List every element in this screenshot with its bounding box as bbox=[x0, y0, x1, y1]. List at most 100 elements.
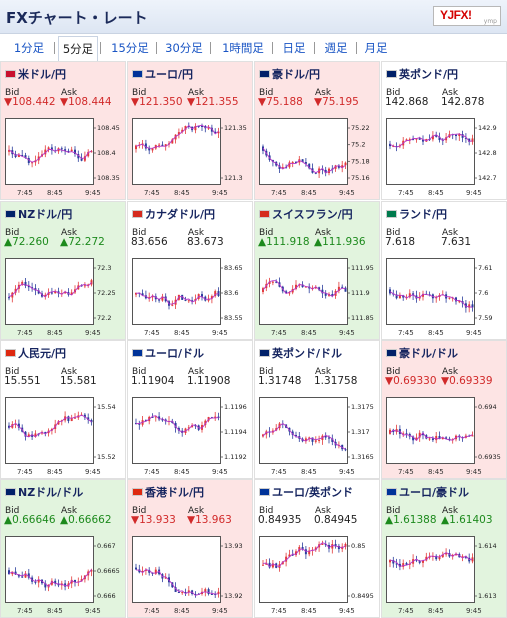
x-axis-time-label: 8:45 bbox=[47, 189, 63, 197]
tab-3[interactable]: 30分足 bbox=[165, 41, 203, 55]
x-axis-time-label: 7:45 bbox=[398, 468, 414, 476]
candle-body bbox=[389, 560, 391, 563]
y-axis-tick-label: 121.35 bbox=[224, 124, 247, 132]
candle-body bbox=[67, 150, 70, 152]
mini-chart[interactable]: 15.54 15.52 bbox=[5, 397, 123, 467]
candle-body bbox=[210, 593, 213, 595]
mini-chart[interactable]: 108.45 108.4 108.35 bbox=[5, 118, 123, 188]
currency-pair-card[interactable]: 英ポンド/円 Bid Ask 142.868 142.878 142.9 142.8 142.… bbox=[381, 61, 507, 200]
pair-name[interactable]: ユーロ/円 bbox=[132, 66, 193, 82]
candle-body bbox=[90, 419, 93, 423]
chart-plot-area bbox=[132, 118, 221, 185]
candle-body bbox=[74, 579, 76, 583]
pair-name[interactable]: 豪ドル/円 bbox=[259, 66, 320, 82]
currency-pair-card[interactable]: 香港ドル/円 Bid Ask ▼13.933 ▼13.963 13.93 13.92 7:45… bbox=[127, 479, 253, 618]
pair-name[interactable]: カナダドル/円 bbox=[132, 206, 215, 222]
flag-icon bbox=[5, 349, 16, 357]
pair-name[interactable]: スイスフラン/円 bbox=[259, 206, 353, 222]
pair-name[interactable]: 英ポンド/ドル bbox=[259, 345, 342, 361]
flag-icon bbox=[386, 349, 397, 357]
currency-pair-card[interactable]: カナダドル/円 Bid Ask 83.656 83.673 83.65 83.6 83.55 7… bbox=[127, 201, 253, 340]
candle-body bbox=[314, 287, 317, 289]
pair-name[interactable]: NZドル/円 bbox=[5, 206, 72, 222]
pair-name[interactable]: 米ドル/円 bbox=[5, 66, 66, 82]
currency-pair-card[interactable]: ランド/円 Bid Ask 7.618 7.631 7.61 7.6 7.59 7:45 8:45… bbox=[381, 201, 507, 340]
pair-name[interactable]: ユーロ/英ポンド bbox=[259, 484, 353, 500]
candle-body bbox=[337, 545, 340, 550]
tab-6[interactable]: 週足 bbox=[324, 41, 348, 55]
mini-chart[interactable]: 7.61 7.6 7.59 bbox=[386, 258, 504, 328]
currency-pair-card[interactable]: 豪ドル/円 Bid Ask ▼75.188 ▼75.195 75.22 75.2 75.18 7… bbox=[254, 61, 380, 200]
currency-pair-card[interactable]: NZドル/ドル Bid Ask ▲0.66646 ▲0.66662 0.667 0.6665… bbox=[0, 479, 126, 618]
pair-name-text: 米ドル/円 bbox=[18, 68, 67, 81]
y-axis-tick-label: 108.45 bbox=[97, 124, 120, 132]
pair-name[interactable]: 英ポンド/円 bbox=[386, 66, 458, 82]
mini-chart[interactable]: 1.3175 1.317 1.3165 bbox=[259, 397, 377, 467]
tab-0[interactable]: 1分足 bbox=[13, 41, 45, 55]
bid-label: Bid bbox=[5, 367, 20, 377]
candle-body bbox=[389, 143, 391, 147]
currency-pair-card[interactable]: 人民元/円 Bid Ask 15.551 15.581 15.54 15.52 7:45 8:4… bbox=[0, 340, 126, 479]
x-axis-time-label: 7:45 bbox=[398, 607, 414, 615]
mini-chart[interactable]: 0.667 0.6665 0.666 bbox=[5, 536, 123, 606]
pair-name[interactable]: 香港ドル/円 bbox=[132, 484, 204, 500]
candle-body bbox=[291, 554, 294, 556]
candle-body bbox=[308, 550, 311, 555]
bid-value: 1.31748 bbox=[258, 375, 302, 387]
mini-chart[interactable]: 0.694 0.6935 bbox=[386, 397, 504, 467]
currency-pair-card[interactable]: 米ドル/円 Bid Ask ▼108.442 ▼108.444 108.45 108.4 10… bbox=[0, 61, 126, 200]
x-axis-time-label: 9:45 bbox=[339, 468, 355, 476]
y-axis-tick-label: 0.667 bbox=[97, 542, 116, 550]
currency-pair-card[interactable]: スイスフラン/円 Bid Ask ▲111.918 ▲111.936 111.95 111.… bbox=[254, 201, 380, 340]
currency-pair-card[interactable]: ユーロ/ドル Bid Ask 1.11904 1.11908 1.1196 1.1194 1.… bbox=[127, 340, 253, 479]
pair-name[interactable]: ユーロ/豪ドル bbox=[386, 484, 469, 500]
mini-chart[interactable]: 0.85 0.8495 bbox=[259, 536, 377, 606]
pair-name[interactable]: 人民元/円 bbox=[5, 345, 66, 361]
tab-2[interactable]: 15分足 bbox=[111, 41, 149, 55]
mini-chart[interactable]: 83.65 83.6 83.55 bbox=[132, 258, 250, 328]
x-axis-time-label: 9:45 bbox=[466, 329, 482, 337]
mini-chart[interactable]: 142.9 142.8 142.7 bbox=[386, 118, 504, 188]
candle-body bbox=[21, 155, 24, 157]
candle-body bbox=[468, 138, 471, 142]
ask-value: ▼0.69339 bbox=[441, 375, 493, 387]
candle-body bbox=[34, 288, 37, 291]
pair-name[interactable]: NZドル/ドル bbox=[5, 484, 83, 500]
candle-body bbox=[395, 563, 398, 565]
pair-name[interactable]: ユーロ/ドル bbox=[132, 345, 204, 361]
tab-4[interactable]: 1時間足 bbox=[222, 41, 264, 55]
mini-chart[interactable]: 72.3 72.25 72.2 bbox=[5, 258, 123, 328]
y-axis-tick-label: 111.95 bbox=[351, 264, 374, 272]
ask-label: Ask bbox=[61, 367, 78, 377]
tab-5[interactable]: 日足 bbox=[282, 41, 306, 55]
ask-value: ▲72.272 bbox=[60, 236, 105, 248]
currency-pair-card[interactable]: 豪ドル/ドル Bid Ask ▼0.69330 ▼0.69339 0.694 0.6935 7… bbox=[381, 340, 507, 479]
currency-pair-card[interactable]: ユーロ/英ポンド Bid Ask 0.84935 0.84945 0.85 0.8495 7:… bbox=[254, 479, 380, 618]
mini-chart[interactable]: 13.93 13.92 bbox=[132, 536, 250, 606]
mini-chart[interactable]: 121.35 121.3 bbox=[132, 118, 250, 188]
mini-chart[interactable]: 111.95 111.9 111.85 bbox=[259, 258, 377, 328]
currency-pair-card[interactable]: ユーロ/豪ドル Bid Ask ▲1.61388 ▲1.61403 1.614 1.613 7… bbox=[381, 479, 507, 618]
currency-pair-card[interactable]: 英ポンド/ドル Bid Ask 1.31748 1.31758 1.3175 1.317 1.… bbox=[254, 340, 380, 479]
moving-average-line bbox=[389, 429, 473, 441]
yjfx-logo[interactable]: YJFX! ymp bbox=[433, 6, 501, 26]
x-axis-time-label: 9:45 bbox=[85, 468, 101, 476]
mini-chart[interactable]: 1.614 1.613 bbox=[386, 536, 504, 606]
mini-chart[interactable]: 1.1196 1.1194 1.1192 bbox=[132, 397, 250, 467]
candle-body bbox=[47, 292, 50, 295]
pair-name[interactable]: 豪ドル/ドル bbox=[386, 345, 458, 361]
tab-1[interactable]: 5分足 bbox=[58, 36, 98, 61]
pair-name[interactable]: ランド/円 bbox=[386, 206, 447, 222]
tab-separator bbox=[272, 42, 273, 54]
candle-body bbox=[184, 299, 187, 301]
candle-body bbox=[204, 420, 207, 426]
currency-pair-card[interactable]: ユーロ/円 Bid Ask ▼121.350 ▼121.355 121.35 121.3 7:… bbox=[127, 61, 253, 200]
tab-7[interactable]: 月足 bbox=[364, 41, 388, 55]
x-axis-time-label: 7:45 bbox=[144, 468, 160, 476]
currency-pair-card[interactable]: NZドル/円 Bid Ask ▲72.260 ▲72.272 72.3 72.25 72.2 7… bbox=[0, 201, 126, 340]
y-axis-tick-label: 83.55 bbox=[224, 314, 243, 322]
candle-body bbox=[31, 434, 34, 437]
mini-chart[interactable]: 75.22 75.2 75.18 75.16 bbox=[259, 118, 377, 188]
pair-name-text: ユーロ/豪ドル bbox=[399, 486, 470, 499]
candle-body bbox=[151, 148, 154, 151]
